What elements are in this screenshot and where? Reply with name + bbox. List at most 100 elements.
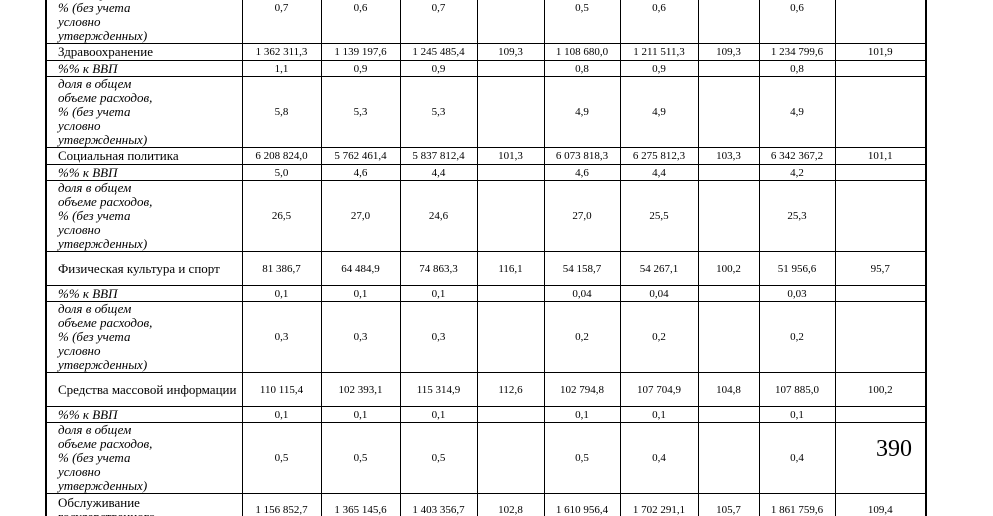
- table-cell: 81 386,7: [241, 251, 322, 286]
- table-cell: [697, 285, 760, 302]
- table-cell: 51 956,6: [758, 251, 836, 286]
- table-cell: 1 403 356,7: [399, 493, 478, 516]
- row-label: Обслуживание государственного: [45, 493, 243, 516]
- table-cell: 24,6: [399, 180, 478, 252]
- table-cell: 1 234 799,6: [758, 43, 836, 61]
- table-cell: 0,6: [619, 0, 699, 44]
- budget-table: доля в общем объеме расходов, % (без уче…: [45, 0, 927, 516]
- table-cell: 1 365 145,6: [320, 493, 401, 516]
- table-cell: 0,04: [619, 285, 699, 302]
- table-cell: 4,4: [399, 164, 478, 181]
- table-cell: 0,1: [320, 285, 401, 302]
- table-cell: [834, 164, 927, 181]
- page-number: 390: [876, 436, 912, 462]
- table-cell: 0,5: [320, 422, 401, 494]
- table-row: доля в общем объеме расходов, % (без уче…: [45, 422, 927, 494]
- table-cell: [834, 76, 927, 148]
- table-cell: [834, 0, 927, 44]
- table-cell: 0,5: [241, 422, 322, 494]
- table-cell: [697, 60, 760, 77]
- table-cell: 0,7: [241, 0, 322, 44]
- table-cell: 0,03: [758, 285, 836, 302]
- table-cell: 4,6: [320, 164, 401, 181]
- table-cell: 0,9: [399, 60, 478, 77]
- table-cell: [697, 164, 760, 181]
- table-cell: 109,4: [834, 493, 927, 516]
- row-label: доля в общем объеме расходов, % (без уче…: [45, 422, 243, 494]
- table-cell: 5,0: [241, 164, 322, 181]
- table-cell: [834, 180, 927, 252]
- table-cell: 107 885,0: [758, 372, 836, 407]
- table-cell: 1 108 680,0: [543, 43, 621, 61]
- table-cell: 0,3: [399, 301, 478, 373]
- table-cell: 0,1: [619, 406, 699, 423]
- table-cell: 74 863,3: [399, 251, 478, 286]
- table-cell: 0,8: [543, 60, 621, 77]
- table-cell: 4,9: [758, 76, 836, 148]
- table-cell: 25,3: [758, 180, 836, 252]
- table-cell: 0,9: [619, 60, 699, 77]
- table-cell: 64 484,9: [320, 251, 401, 286]
- table-row: Обслуживание государственного1 156 852,7…: [45, 493, 927, 516]
- table-cell: [476, 60, 545, 77]
- table-cell: 116,1: [476, 251, 545, 286]
- table-cell: 0,1: [543, 406, 621, 423]
- table-row: Здравоохранение 1 362 311,3 1 139 197,6 1 2…: [45, 43, 927, 61]
- table-cell: [476, 406, 545, 423]
- table-cell: 102 794,8: [543, 372, 621, 407]
- table-cell: [697, 0, 760, 44]
- table-cell: 0,1: [241, 406, 322, 423]
- table-row: %% к ВВП 5,0 4,6 4,4 4,6 4,4 4,2: [45, 164, 927, 181]
- table-cell: [697, 406, 760, 423]
- row-label: доля в общем объеме расходов, % (без уче…: [45, 180, 243, 252]
- table-cell: [697, 422, 760, 494]
- table-cell: [834, 301, 927, 373]
- table-cell: 0,2: [543, 301, 621, 373]
- table-cell: 102 393,1: [320, 372, 401, 407]
- table-cell: 27,0: [543, 180, 621, 252]
- table-cell: 105,7: [697, 493, 760, 516]
- table-cell: 5,3: [320, 76, 401, 148]
- table-cell: [476, 422, 545, 494]
- table-cell: 0,1: [399, 285, 478, 302]
- row-label: %% к ВВП: [45, 164, 243, 181]
- row-label: доля в общем объеме расходов, % (без уче…: [45, 0, 243, 44]
- table-cell: 4,9: [619, 76, 699, 148]
- table-cell: 0,5: [543, 422, 621, 494]
- table-cell: [834, 406, 927, 423]
- table-cell: 0,8: [758, 60, 836, 77]
- table-cell: 1 362 311,3: [241, 43, 322, 61]
- table-cell: 4,6: [543, 164, 621, 181]
- table-cell: 54 158,7: [543, 251, 621, 286]
- table-cell: [476, 301, 545, 373]
- table-cell: 104,8: [697, 372, 760, 407]
- table-cell: 0,6: [758, 0, 836, 44]
- table-cell: 4,4: [619, 164, 699, 181]
- table-cell: 0,5: [543, 0, 621, 44]
- table-cell: 5,3: [399, 76, 478, 148]
- table-cell: 101,3: [476, 147, 545, 165]
- table-cell: 4,2: [758, 164, 836, 181]
- table-row: %% к ВВП 1,1 0,9 0,9 0,8 0,9 0,8: [45, 60, 927, 77]
- table-cell: 100,2: [697, 251, 760, 286]
- table-cell: [697, 180, 760, 252]
- table-row: доля в общем объеме расходов, % (без уче…: [45, 0, 927, 44]
- table-cell: 0,1: [241, 285, 322, 302]
- table-cell: 95,7: [834, 251, 927, 286]
- table-cell: 6 208 824,0: [241, 147, 322, 165]
- table-row: %% к ВВП 0,1 0,1 0,1 0,1 0,1 0,1: [45, 406, 927, 423]
- table-cell: 0,5: [399, 422, 478, 494]
- table-row: %% к ВВП 0,1 0,1 0,1 0,04 0,04 0,03: [45, 285, 927, 302]
- table-cell: 5,8: [241, 76, 322, 148]
- table-cell: 112,6: [476, 372, 545, 407]
- table-cell: 6 342 367,2: [758, 147, 836, 165]
- table-cell: 1 245 485,4: [399, 43, 478, 61]
- table-cell: [476, 76, 545, 148]
- row-label: доля в общем объеме расходов, % (без уче…: [45, 301, 243, 373]
- table-cell: 101,9: [834, 43, 927, 61]
- table-cell: 1 156 852,7: [241, 493, 322, 516]
- table-cell: 115 314,9: [399, 372, 478, 407]
- table-row: Социальная политика 6 208 824,0 5 762 461,…: [45, 147, 927, 165]
- table-cell: 0,9: [320, 60, 401, 77]
